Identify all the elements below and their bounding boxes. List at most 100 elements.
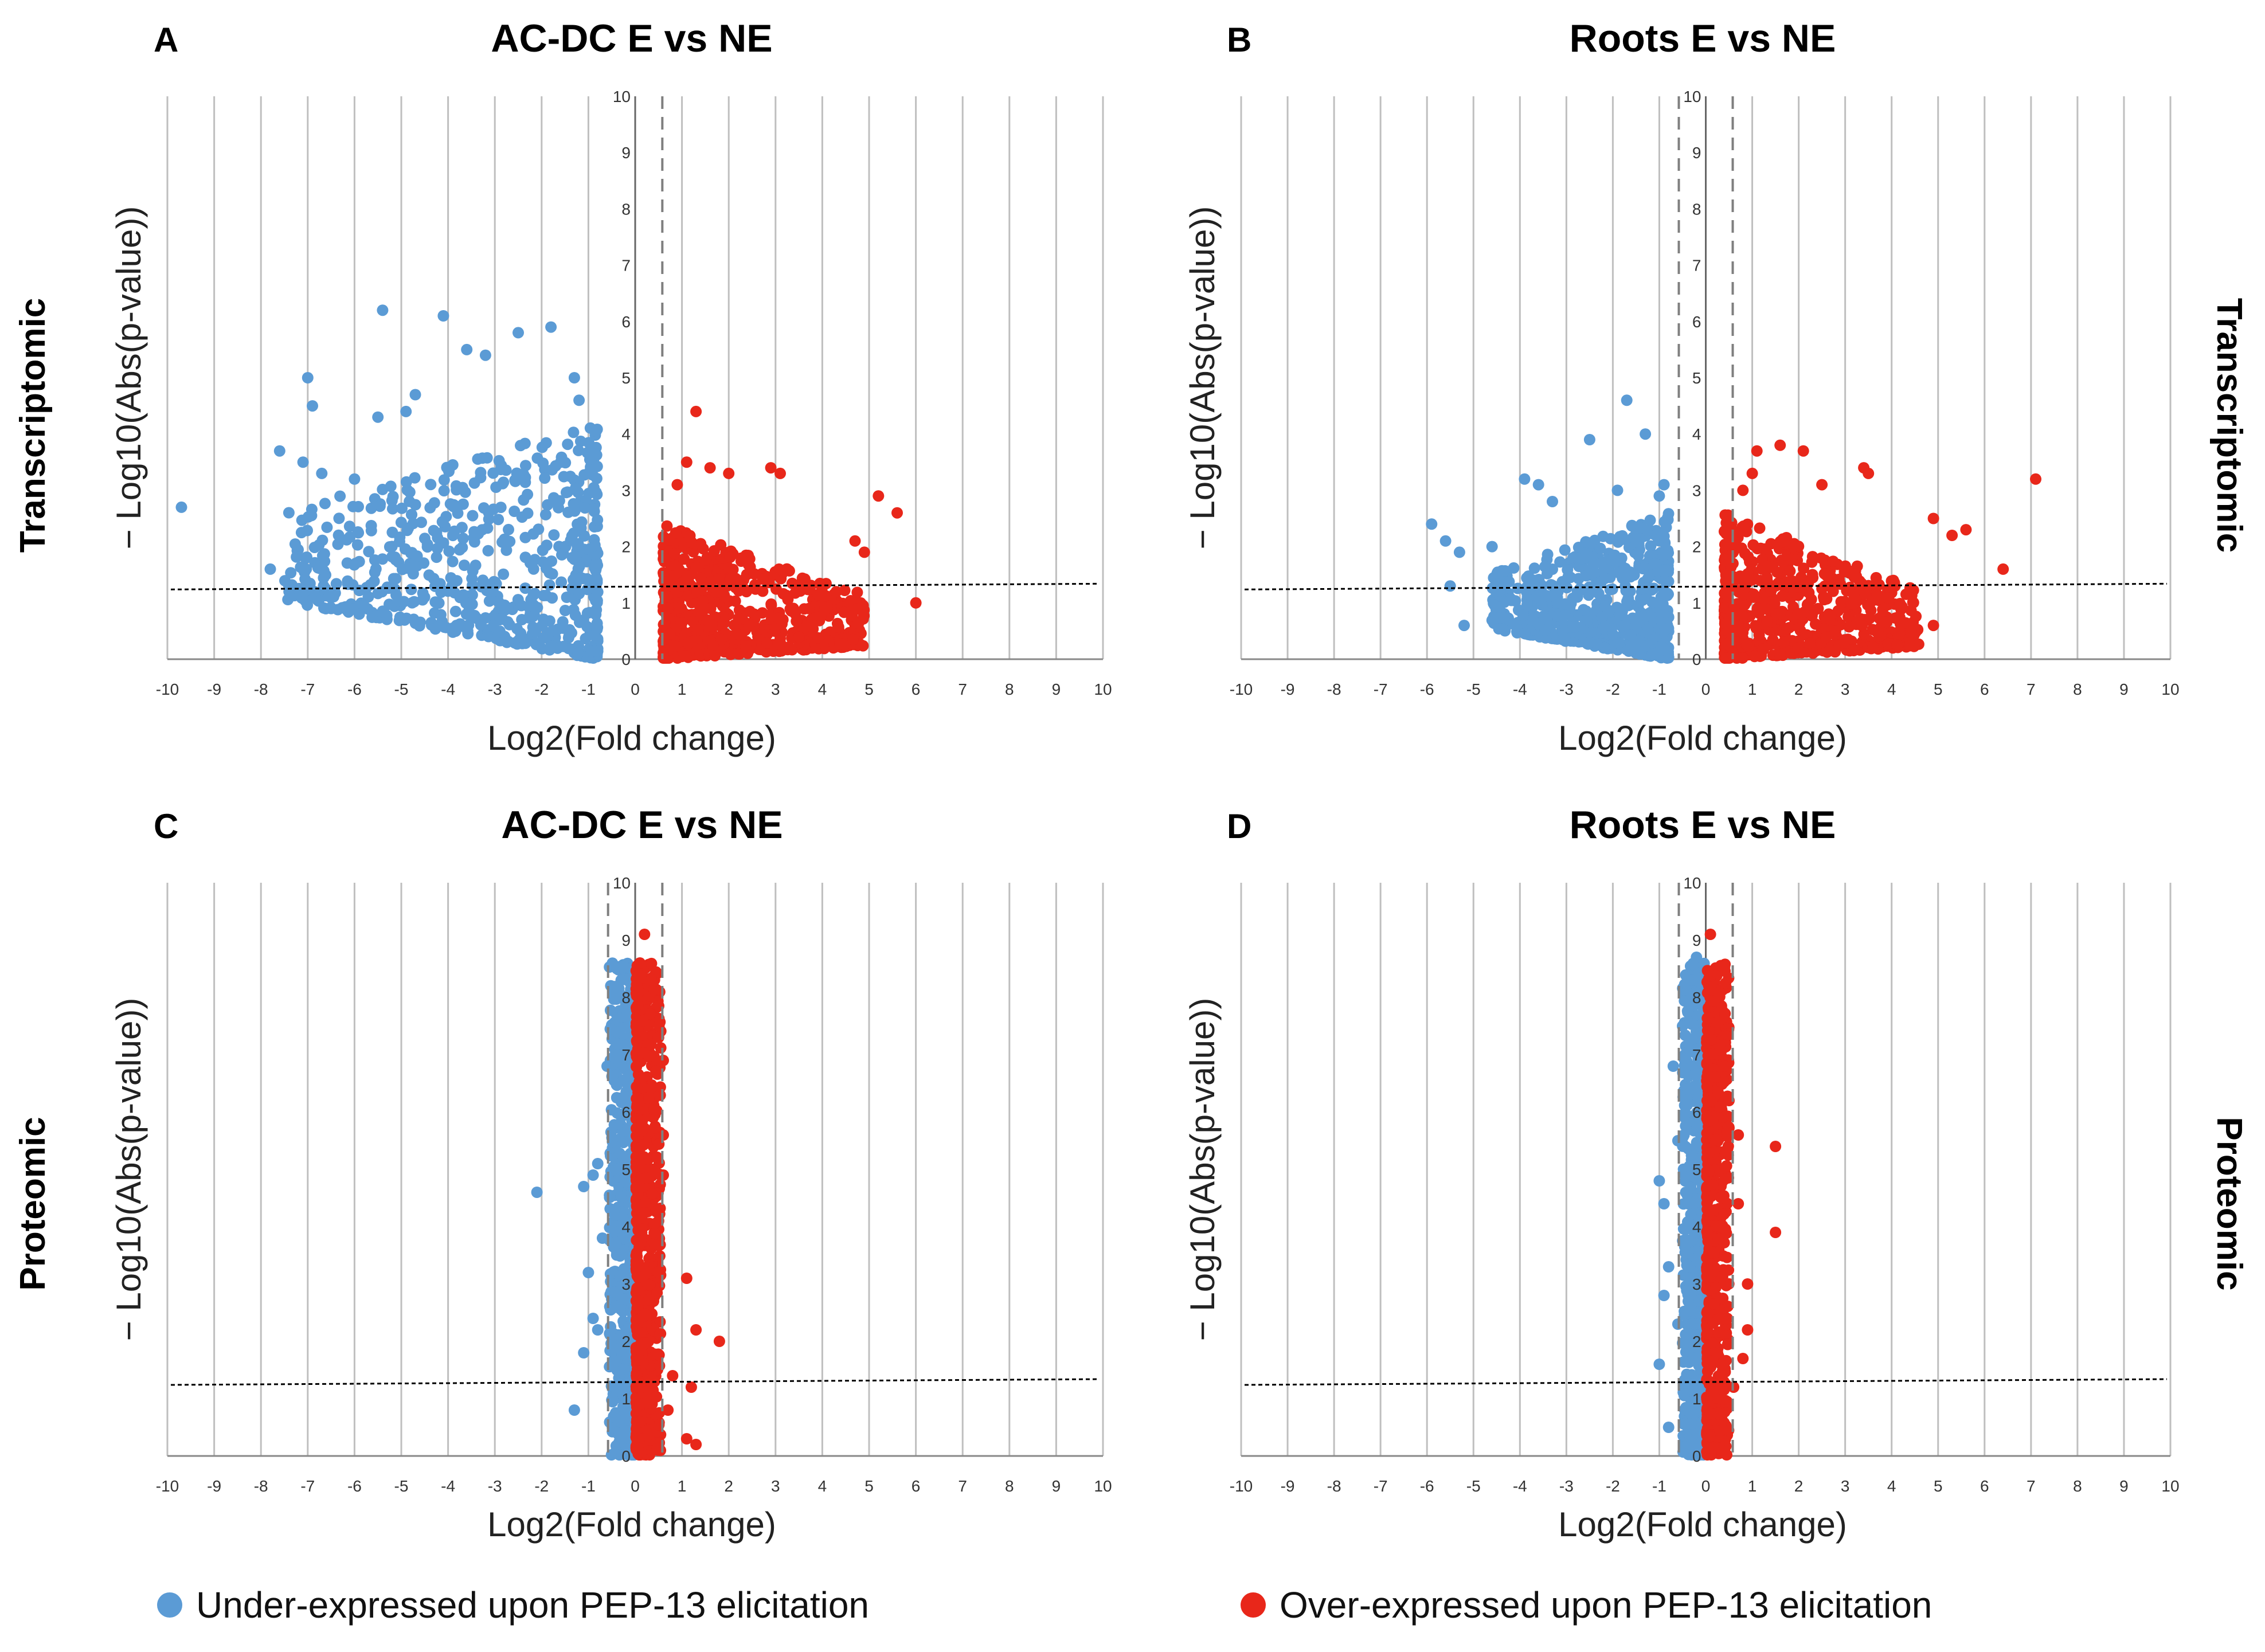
data-point (1583, 434, 1595, 445)
data-point (372, 588, 384, 600)
data-point (319, 498, 331, 510)
data-point (1691, 952, 1703, 963)
data-point (349, 473, 361, 485)
data-point (302, 372, 314, 383)
data-point (539, 472, 551, 484)
data-point (353, 500, 364, 512)
y-tick-label: 5 (621, 1161, 631, 1179)
data-point (851, 603, 863, 615)
data-point (384, 541, 396, 553)
x-tick-label: -6 (347, 1477, 362, 1495)
data-point (479, 349, 491, 361)
panel-letter: B (1227, 21, 1251, 59)
data-point (1737, 589, 1749, 601)
data-point (453, 544, 465, 556)
data-point (1816, 479, 1828, 491)
data-point (1570, 552, 1582, 563)
data-point (348, 559, 360, 571)
data-point (592, 1158, 604, 1169)
data-point (1867, 641, 1879, 653)
data-point (1632, 550, 1644, 562)
data-point (1486, 541, 1498, 553)
x-tick-label: -9 (1281, 680, 1295, 698)
y-tick-label: 1 (621, 594, 631, 612)
data-point (690, 1324, 702, 1336)
x-tick-label: -8 (254, 680, 268, 698)
data-point (733, 613, 745, 625)
data-point (372, 411, 384, 423)
y-tick-label: 1 (1692, 594, 1701, 612)
data-point (457, 533, 469, 545)
y-tick-label: 4 (621, 425, 631, 443)
x-axis-title: Log2(Fold change) (1558, 719, 1847, 757)
data-point (492, 514, 504, 526)
data-point (332, 538, 344, 550)
data-point (590, 632, 603, 644)
data-point (736, 552, 748, 564)
data-point (1653, 1359, 1665, 1370)
data-point (589, 539, 601, 551)
data-point (475, 619, 487, 631)
data-point (527, 610, 539, 623)
data-point (604, 1328, 616, 1340)
data-point (1648, 558, 1660, 570)
data-point (1777, 590, 1788, 602)
data-point (405, 584, 417, 596)
data-point (680, 456, 693, 468)
data-point (572, 647, 584, 659)
data-point (519, 582, 531, 594)
x-tick-label: 6 (1980, 1477, 1989, 1495)
data-point (400, 476, 412, 488)
x-tick-label: -1 (581, 680, 596, 698)
data-point (1658, 1198, 1670, 1209)
x-tick-label: -3 (1559, 680, 1574, 698)
data-point (609, 1226, 621, 1238)
data-point (578, 1181, 590, 1192)
data-point (795, 585, 807, 597)
data-point (539, 508, 551, 520)
data-point (834, 638, 846, 650)
data-point (633, 969, 646, 981)
data-point (1653, 490, 1665, 502)
data-point (1682, 1247, 1694, 1259)
data-point (631, 1314, 642, 1326)
data-point (323, 589, 335, 601)
data-point (636, 1339, 648, 1351)
y-tick-label: 8 (1692, 200, 1701, 218)
data-point (441, 461, 453, 473)
x-tick-label: 7 (2027, 680, 2036, 698)
data-point (592, 645, 604, 657)
data-point (1597, 623, 1609, 635)
data-point (563, 630, 575, 642)
data-point (1774, 648, 1786, 660)
data-point (1848, 645, 1860, 656)
x-tick-label: 9 (1052, 1477, 1061, 1495)
data-point (467, 510, 479, 522)
y-axis-title: − Log10(Abs(p-value)) (109, 206, 148, 550)
data-point (1536, 599, 1548, 611)
data-point (388, 573, 400, 585)
x-tick-label: -3 (1559, 1477, 1574, 1495)
x-tick-label: -3 (488, 680, 502, 698)
data-point (616, 1248, 628, 1260)
data-point (1542, 549, 1554, 561)
data-point (1547, 580, 1559, 592)
y-tick-label: 9 (621, 144, 631, 162)
data-point (1493, 601, 1505, 613)
x-tick-label: -1 (581, 1477, 596, 1495)
data-point (289, 538, 301, 550)
x-tick-label: 8 (2073, 680, 2082, 698)
data-point (1907, 596, 1919, 608)
data-point (662, 602, 674, 614)
data-point (302, 599, 314, 611)
data-point (695, 572, 707, 584)
series-over-expressed (1701, 929, 1782, 1461)
x-tick-label: 8 (2073, 1477, 2082, 1495)
data-point (1635, 522, 1646, 534)
data-point (370, 563, 382, 575)
y-tick-label: 6 (1692, 313, 1701, 331)
data-point (413, 620, 425, 632)
data-point (1611, 484, 1624, 496)
x-tick-label: -2 (534, 680, 549, 698)
data-point (636, 1212, 648, 1224)
